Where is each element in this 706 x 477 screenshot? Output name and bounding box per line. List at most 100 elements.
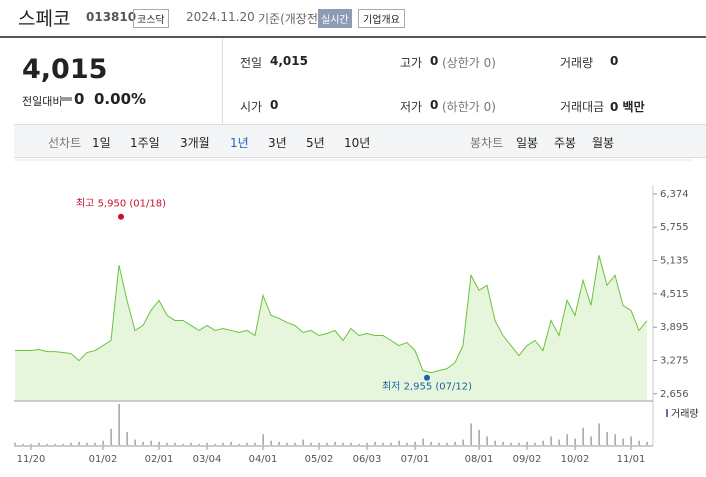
x-tick-label: 04/01 — [249, 454, 278, 465]
volume-bar — [198, 443, 200, 445]
volume-bar — [342, 442, 344, 445]
volume-bar — [646, 441, 648, 445]
volume-bar — [454, 441, 456, 445]
chart: 6,374 5,755 5,135 4,515 3,895 3,275 2,656 11/20… — [14, 159, 699, 465]
volume-bar — [350, 442, 352, 445]
x-tick-label: 02/01 — [145, 454, 174, 465]
volume-bar — [206, 442, 208, 445]
volume-bar — [638, 440, 640, 445]
volume-bar — [38, 442, 40, 445]
volume-bar — [310, 442, 312, 445]
cell-value: 0 백만 — [610, 100, 645, 114]
cell-value: 0 — [430, 98, 439, 112]
cell-value: 0 — [430, 54, 439, 68]
volume-bar — [382, 442, 384, 445]
tab[interactable]: 5년 — [306, 136, 325, 150]
annotation-dot — [424, 374, 430, 381]
x-tick-label: 11/20 — [17, 454, 46, 465]
volume-bar — [22, 443, 24, 445]
overview[interactable]: 기업개요 — [358, 9, 405, 28]
volume-bar — [374, 441, 376, 445]
y-tick-label: 6,374 — [660, 189, 689, 200]
volume-bar — [550, 436, 552, 445]
volume-bar — [118, 404, 120, 445]
volume-bar — [510, 442, 512, 445]
volume-bar — [574, 438, 576, 445]
vol-legend-icon — [666, 409, 668, 417]
volume-bar — [390, 442, 392, 445]
volume-bar — [398, 440, 400, 445]
area — [15, 255, 647, 400]
volume-bar — [214, 443, 216, 445]
volume-bar — [542, 440, 544, 445]
cell-label: 고가 — [400, 56, 423, 70]
y-tick-label: 3,275 — [660, 355, 689, 366]
volume-bar — [174, 442, 176, 445]
tab[interactable]: 1년 — [230, 136, 249, 150]
volume-bar — [142, 441, 144, 445]
tab[interactable]: 월봉 — [592, 136, 615, 150]
cell-label: 거래량 — [560, 56, 594, 70]
rate: 0.00% — [94, 90, 147, 108]
cell-label: 전일 — [240, 56, 263, 70]
volume-bar — [166, 442, 168, 445]
x-tick-label: 05/02 — [305, 454, 334, 465]
volume-bar — [150, 440, 152, 445]
volume-bar — [334, 441, 336, 445]
volume-bar — [286, 442, 288, 445]
volume-bar — [366, 442, 368, 445]
x-tick-label: 06/03 — [353, 454, 382, 465]
volume-bar — [478, 429, 480, 445]
volume-bar — [246, 442, 248, 445]
change-label: 전일대비 — [22, 95, 63, 108]
tab-label: 선차트 — [48, 136, 82, 150]
cell-label: 시가 — [240, 100, 263, 114]
y-tick-label: 3,895 — [660, 322, 689, 333]
title: 스페코 — [18, 8, 71, 30]
volume-bar — [614, 434, 616, 445]
volume-bar — [46, 443, 48, 445]
annotation-dot — [118, 213, 124, 220]
date: 2024.11.20 — [186, 10, 255, 24]
tab[interactable]: 1일 — [92, 136, 111, 150]
volume-bar — [230, 441, 232, 445]
x-tick-label: 01/02 — [89, 454, 118, 465]
annotation-max: 최고 5,950 (01/18) — [76, 198, 166, 210]
volume-bar — [182, 443, 184, 445]
volume-bar — [526, 441, 528, 445]
x-tick-label: 09/02 — [513, 454, 542, 465]
volume-bar — [318, 442, 320, 445]
tab[interactable]: 주봉 — [554, 136, 577, 150]
realtime[interactable]: 실시간 — [318, 9, 352, 28]
volume-bar — [494, 440, 496, 445]
market: 코스닥 — [133, 9, 169, 28]
volume-bar — [222, 442, 224, 445]
volume-bar — [486, 436, 488, 445]
volume-bar — [598, 423, 600, 445]
tab[interactable]: 1주일 — [130, 136, 160, 150]
tab[interactable]: 3년 — [268, 136, 287, 150]
volume-bar — [430, 441, 432, 445]
volume-bar — [606, 432, 608, 445]
x-tick-label: 10/02 — [561, 454, 590, 465]
tab[interactable]: 3개월 — [180, 136, 210, 150]
volume-bar — [70, 442, 72, 445]
volume-bar — [30, 443, 32, 445]
tab[interactable]: 10년 — [344, 136, 371, 150]
volume-bar — [14, 442, 16, 445]
price: 4,015 — [22, 54, 108, 85]
x-tick-label: 07/01 — [401, 454, 430, 465]
volume-bar — [262, 434, 264, 445]
vol-legend: 거래량 — [671, 408, 699, 420]
cell-label: 저가 — [400, 100, 423, 114]
volume-bar — [590, 436, 592, 445]
y-tick-label: 4,515 — [660, 289, 689, 300]
volume-bar — [446, 442, 448, 445]
cell-label: 거래대금 — [560, 100, 605, 114]
volume-bar — [126, 432, 128, 445]
tab[interactable]: 일봉 — [516, 136, 539, 150]
change: 0 — [74, 90, 85, 108]
volume-bar — [582, 427, 584, 445]
volume-bar — [94, 442, 96, 445]
